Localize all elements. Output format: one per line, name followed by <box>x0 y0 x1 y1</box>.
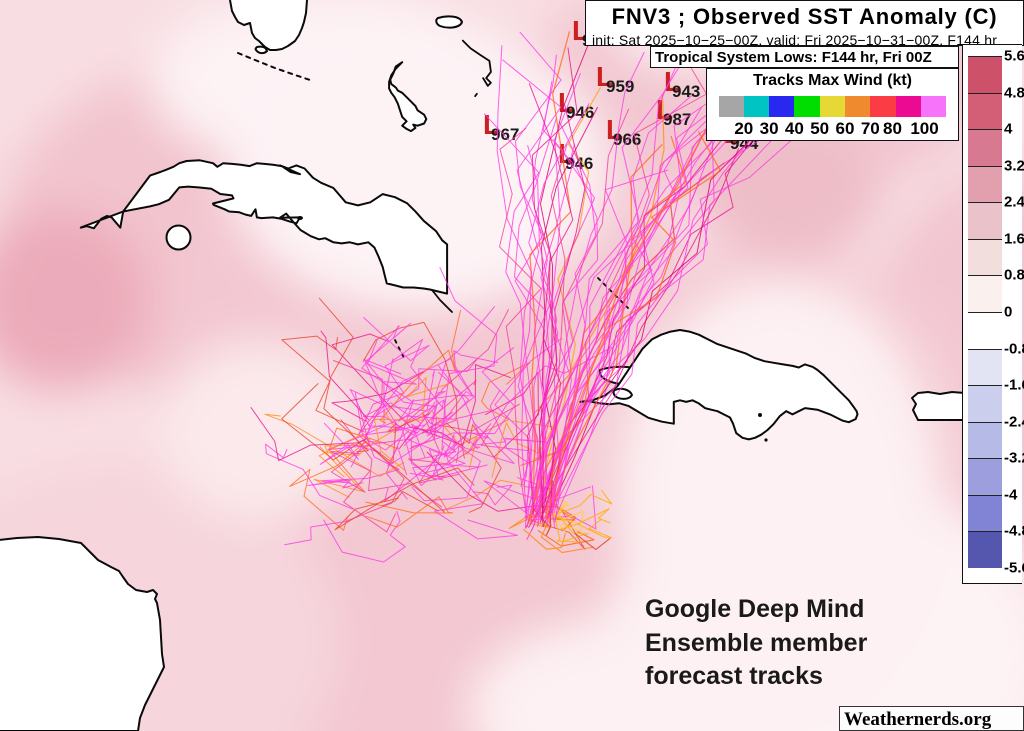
svg-text:959: 959 <box>606 77 634 96</box>
svg-text:987: 987 <box>663 110 691 129</box>
svg-text:943: 943 <box>672 82 700 101</box>
